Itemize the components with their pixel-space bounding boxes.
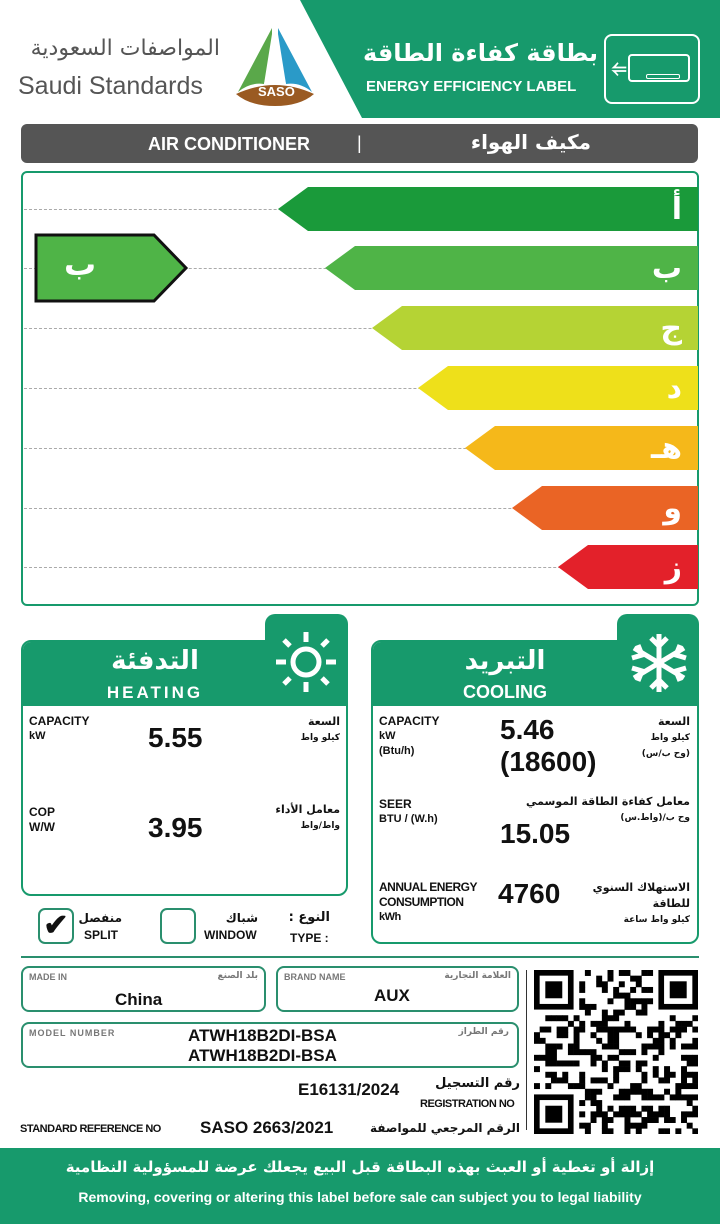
org-name-en: Saudi Standards — [18, 72, 203, 100]
rating-guide-line — [24, 567, 696, 568]
rating-bar: هـ — [465, 426, 698, 470]
cooling-capacity-unit2-ar: (وح ب/س) — [641, 749, 690, 759]
rating-bar: ب — [325, 246, 698, 290]
heating-capacity-value: 5.55 — [148, 722, 203, 753]
rating-letter: د — [666, 370, 682, 406]
split-label: SPLIT — [84, 928, 119, 942]
annual-unit-ar: كيلو واط ساعة — [623, 915, 690, 925]
rating-letter: و — [663, 490, 682, 526]
rating-letter: هـ — [650, 430, 682, 466]
cooling-capacity-unit2: (Btu/h) — [379, 745, 415, 757]
registration-value: E16131/2024 — [298, 1080, 400, 1099]
annual-label-ar: الاستهلاك السنوي للطاقة — [592, 881, 690, 910]
rating-guide-line — [24, 448, 696, 449]
cooling-title-ar: التبريد — [464, 646, 546, 676]
product-bar: AIR CONDITIONER | مكيف الهواء — [21, 124, 698, 163]
brand-box: BRAND NAME العلامة التجارية AUX — [276, 966, 519, 1012]
rating-guide-line — [24, 328, 696, 329]
heating-panel — [21, 640, 348, 896]
window-checkbox[interactable] — [160, 908, 196, 944]
registration-label-ar: رقم التسجيل — [435, 1076, 520, 1091]
cop-label-ar: معامل الأداء — [275, 803, 340, 816]
brand-value: AUX — [374, 986, 410, 1005]
heating-title-ar: التدفئة — [111, 646, 199, 676]
split-label-ar: منفصل — [78, 911, 123, 925]
annual-label-2: CONSUMPTION — [379, 895, 464, 909]
cooling-panel — [371, 640, 699, 944]
footer-warning: إزالة أو تغطية أو العبث بهذه البطاقة قبل… — [0, 1148, 720, 1224]
model-value-2: ATWH18B2DI-BSA — [188, 1046, 337, 1065]
heating-capacity-label: CAPACITY — [29, 714, 90, 728]
cop-unit: W/W — [29, 820, 55, 834]
saso-logo: SASO — [230, 22, 320, 106]
rating-scale — [21, 171, 699, 606]
current-rating-indicator: ب — [34, 233, 190, 303]
seer-unit-ar: وح ب/(واط.س) — [620, 813, 690, 823]
cooling-capacity-label-ar: السعة — [658, 715, 690, 728]
standard-ref-value: SASO 2663/2021 — [200, 1118, 334, 1137]
rating-letter: ج — [660, 310, 682, 346]
annual-label-1: ANNUAL ENERGY — [379, 880, 477, 894]
standard-ref-label: STANDARD REFERENCE NO — [20, 1123, 161, 1135]
ac-unit-icon: ⥢ — [604, 34, 700, 104]
warning-en: Removing, covering or altering this labe… — [78, 1189, 642, 1205]
rating-guide-line — [24, 388, 696, 389]
rating-letter: أ — [671, 191, 682, 227]
warning-ar: إزالة أو تغطية أو العبث بهذه البطاقة قبل… — [65, 1158, 655, 1176]
window-label-ar: شباك — [225, 911, 258, 925]
cooling-capacity-value: 5.46 — [500, 714, 555, 745]
rating-letter: ز — [664, 549, 682, 585]
split-checkbox[interactable]: ✔ — [38, 908, 74, 944]
rating-bar: ز — [558, 545, 698, 589]
label-title-en: ENERGY EFFICIENCY LABEL — [366, 78, 577, 95]
heating-title-en: HEATING — [106, 683, 204, 702]
annual-value: 4760 — [498, 878, 561, 909]
cooling-capacity-unit-ar: كيلو واط — [650, 733, 690, 743]
model-box: MODEL NUMBER رقم الطراز ATWH18B2DI-BSA A… — [21, 1022, 519, 1068]
type-label-ar: النوع : — [288, 910, 330, 925]
rating-bar: ج — [372, 306, 698, 350]
rating-guide-line — [24, 508, 696, 509]
label-title-ar: بطاقة كفاءة الطاقة — [363, 39, 598, 67]
rating-letter: ب — [651, 250, 682, 286]
rating-bar: أ — [278, 187, 698, 231]
annual-unit: kWh — [379, 911, 401, 923]
registration-label: REGISTRATION NO — [420, 1098, 515, 1110]
heating-capacity-unit: kW — [29, 730, 46, 742]
rating-bar: د — [418, 366, 698, 410]
cop-unit-ar: واط/واط — [300, 821, 340, 831]
heating-capacity-unit-ar: كيلو واط — [300, 733, 340, 743]
cooling-capacity-unit: kW — [379, 730, 396, 742]
heating-capacity-label-ar: السعة — [308, 715, 340, 728]
org-name-ar: المواصفات السعودية — [30, 36, 220, 61]
rating-bar: و — [512, 486, 698, 530]
window-label: WINDOW — [204, 928, 257, 942]
qr-code — [534, 970, 698, 1134]
cooling-title-en: COOLING — [463, 682, 547, 702]
seer-value: 15.05 — [500, 818, 571, 849]
cop-value: 3.95 — [148, 812, 203, 843]
standard-ref-label-ar: الرقم المرجعي للمواصفة — [370, 1121, 520, 1135]
model-value-1: ATWH18B2DI-BSA — [188, 1026, 337, 1045]
snowflake-icon — [628, 632, 690, 694]
made-in-box: MADE IN بلد الصنع China — [21, 966, 266, 1012]
made-in-value: China — [115, 990, 163, 1009]
seer-label-ar: معامل كفاءة الطاقة الموسمي — [526, 795, 690, 808]
label-header — [300, 0, 720, 118]
cooling-capacity-btu: (18600) — [500, 746, 597, 777]
seer-label: SEER — [379, 797, 412, 811]
sun-icon — [274, 630, 338, 694]
type-label: TYPE : — [290, 931, 329, 945]
cooling-capacity-label: CAPACITY — [379, 714, 440, 728]
seer-unit: BTU / (W.h) — [379, 813, 438, 825]
cop-label: COP — [29, 805, 56, 819]
